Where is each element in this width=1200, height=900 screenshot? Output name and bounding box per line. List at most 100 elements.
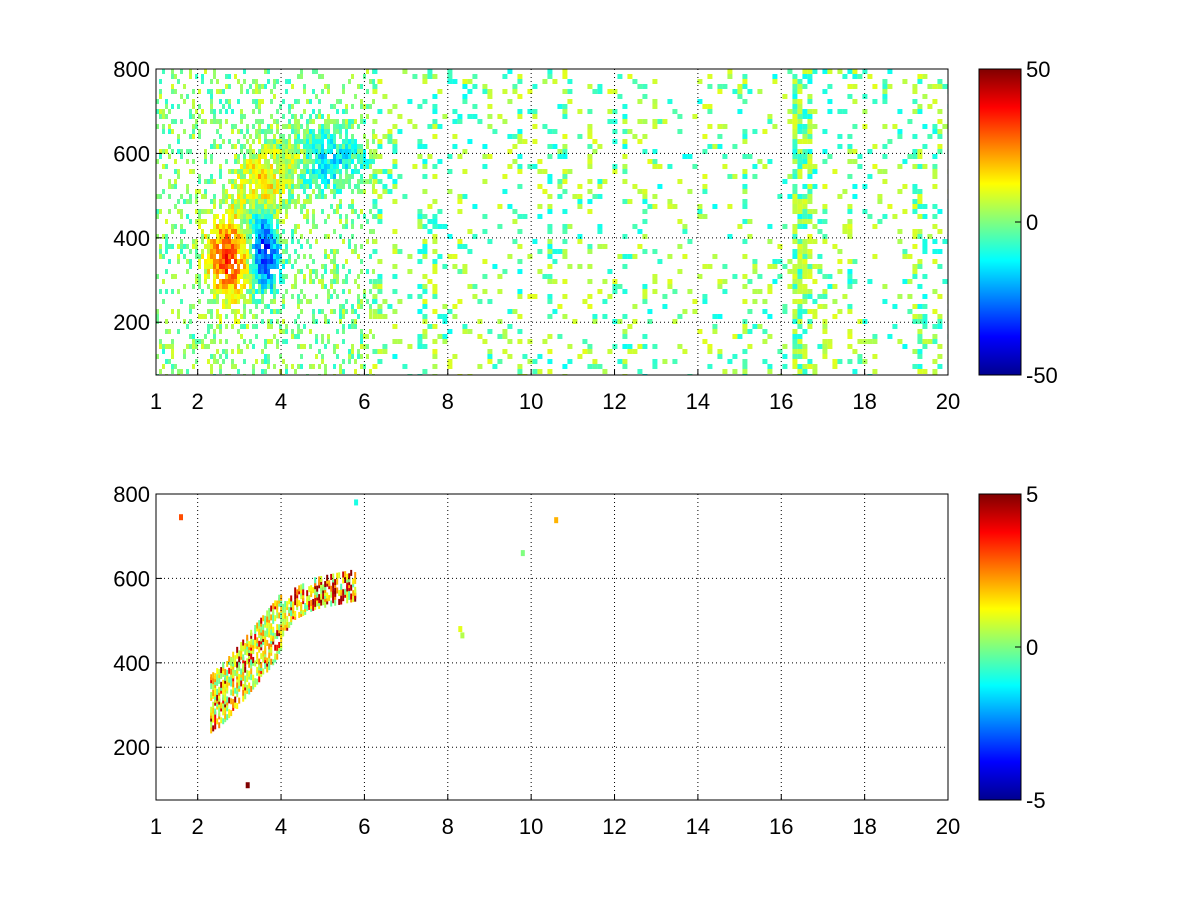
top-cell-1889	[377, 79, 383, 84]
bottom-cell-547	[344, 571, 347, 578]
top-cell-1048	[273, 259, 276, 264]
top-cell-2639	[742, 359, 748, 364]
top-cell-1724	[351, 304, 354, 309]
top-cell-2799	[797, 299, 803, 304]
top-cell-2018	[432, 94, 438, 99]
top-cell-688	[246, 169, 249, 174]
bottom-cell-415	[294, 599, 297, 606]
bottom-cell-152	[236, 652, 239, 659]
top-cell-262	[204, 179, 207, 184]
top-cell-2253	[542, 339, 548, 344]
top-cell-1260	[297, 119, 300, 124]
top-cell-1512	[327, 89, 330, 94]
top-cell-2875	[807, 199, 813, 204]
bottom-cell-219	[250, 659, 253, 666]
top-cell-790	[255, 129, 258, 134]
top-cell-975	[267, 284, 270, 289]
top-cell-1265	[297, 144, 300, 149]
top-cell-3060	[882, 299, 888, 304]
top-cell-2668	[762, 309, 768, 314]
bottom-cell-243	[254, 624, 257, 631]
top-cell-2366	[592, 89, 598, 94]
top-cell-2025	[432, 174, 438, 179]
top-cell-213	[195, 249, 198, 254]
top-cell-647	[243, 159, 246, 164]
top-cell-2030	[432, 234, 438, 239]
top-cell-2717	[792, 94, 798, 99]
top-cell-834	[258, 139, 261, 144]
top-cell-2348	[587, 134, 593, 139]
top-cell-2403	[612, 169, 618, 174]
top-cell-2745	[792, 264, 798, 269]
top-cell-988	[270, 139, 273, 144]
top-cell-2976	[847, 134, 853, 139]
top-cell-2881	[807, 249, 813, 254]
top-cell-2617	[742, 84, 748, 89]
top-cell-2267	[547, 244, 553, 249]
top-cell-3096	[912, 109, 918, 114]
top-cell-1289	[300, 74, 303, 79]
top-cell-1765	[357, 304, 360, 309]
top-cell-418	[222, 89, 225, 94]
top-cell-698	[246, 239, 249, 244]
top-cell-514	[231, 199, 234, 204]
top-cell-1388	[312, 119, 315, 124]
top-cell-2666	[762, 164, 768, 169]
top-cell-1983	[422, 74, 428, 79]
top-cell-973	[267, 274, 270, 279]
bottom-cell-530	[336, 578, 339, 585]
top-cell-2660	[757, 89, 763, 94]
top-cell-1554	[333, 104, 336, 109]
top-cell-1762	[357, 284, 360, 289]
top-cell-2046	[437, 89, 443, 94]
top-cell-2000	[422, 299, 428, 304]
top-cell-2567	[707, 144, 713, 149]
top-cell-1225	[291, 239, 294, 244]
top-cell-2890	[807, 324, 813, 329]
top-cell-1963	[412, 74, 418, 79]
top-cell-1209	[291, 124, 294, 129]
top-cell-3007	[852, 259, 858, 264]
top-cell-2590	[722, 154, 728, 159]
top-cell-1291	[300, 124, 303, 129]
top-cell-1680	[345, 279, 348, 284]
top-cell-829	[258, 109, 261, 114]
top-cell-1817	[366, 144, 369, 149]
top-cell-441	[222, 304, 225, 309]
top-cell-1901	[377, 274, 383, 279]
top-cell-1262	[297, 129, 300, 134]
top-cell-2787	[797, 224, 803, 229]
top-cell-2616	[742, 79, 748, 84]
top-cell-426	[222, 219, 225, 224]
top-cell-2233	[532, 139, 538, 144]
top-cell-2718	[792, 99, 798, 104]
top-cell-2806	[797, 339, 803, 344]
top-cell-3084	[902, 254, 908, 259]
bottom-cell-407	[290, 595, 293, 602]
top-cell-2099	[462, 149, 468, 154]
top-cell-2476	[642, 299, 648, 304]
top-cell-2269	[547, 254, 553, 259]
top-cell-1298	[300, 184, 303, 189]
bottom-cell-386	[282, 603, 285, 610]
top-cell-513	[231, 194, 234, 199]
top-cell-1053	[273, 289, 276, 294]
top-cell-215	[195, 274, 198, 279]
top-cell-1318	[303, 149, 306, 154]
top-cell-2771	[797, 119, 803, 124]
top-cell-875	[261, 184, 264, 189]
top-cell-2280	[552, 79, 558, 84]
top-cell-1472	[321, 189, 324, 194]
top-cell-1739	[354, 184, 357, 189]
top-cell-957	[267, 189, 270, 194]
top-cell-778	[252, 314, 255, 319]
top-cell-2204	[517, 184, 523, 189]
top-cell-1198	[288, 179, 291, 184]
top-cell-504	[228, 304, 231, 309]
top-cell-1056	[273, 309, 276, 314]
top-cell-1696	[348, 239, 351, 244]
top-cell-140	[180, 299, 183, 304]
top-cell-2328	[567, 359, 573, 364]
bottom-cell-21	[212, 672, 215, 679]
top-cell-1705	[351, 104, 354, 109]
